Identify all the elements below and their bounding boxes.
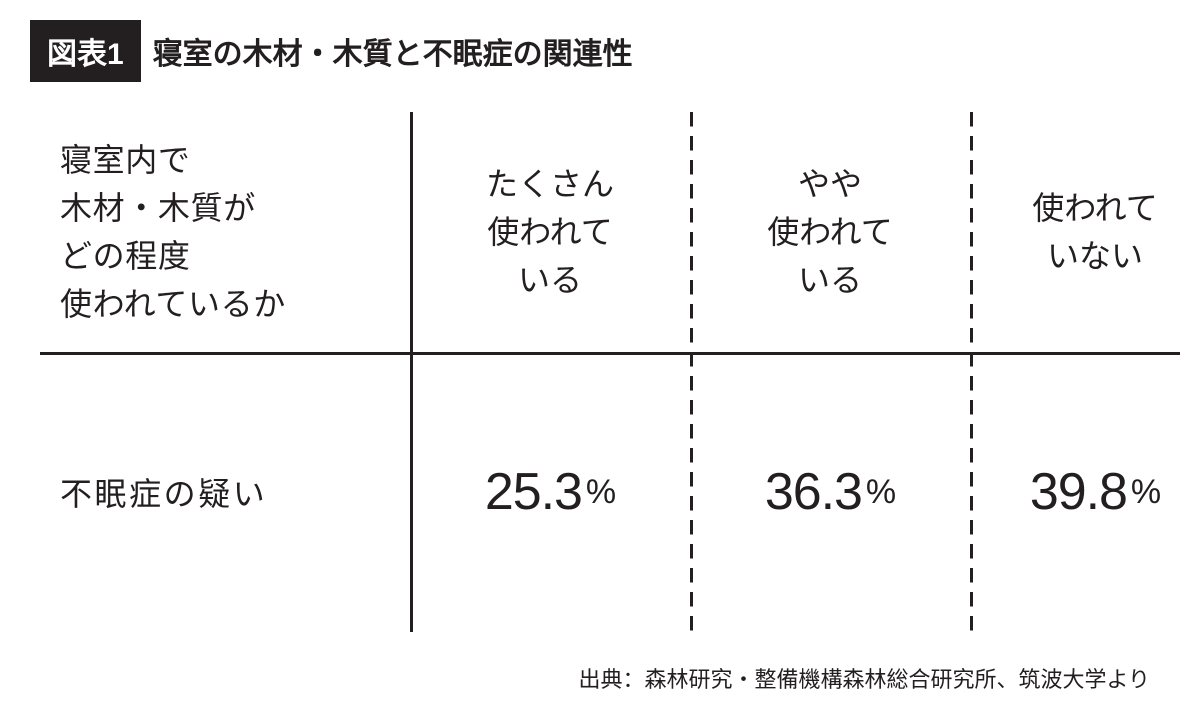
figure-header: 図表1 寝室の木材・木質と不眠症の関連性 (30, 20, 1170, 82)
value-unit: % (586, 473, 615, 512)
value-number: 36.3 (765, 462, 862, 522)
value-number: 25.3 (485, 462, 582, 522)
figure-number-label: 図表1 (30, 20, 141, 82)
table-column-header: 使われていない (970, 112, 1200, 352)
table-row-header: 寝室内で木材・木質がどの程度使われているか (40, 112, 410, 352)
table-cell-value: 39.8% (970, 352, 1200, 632)
table-column-header: たくさん使われている (410, 112, 690, 352)
table-cell-value: 36.3% (690, 352, 970, 632)
table-cell-value: 25.3% (410, 352, 690, 632)
data-table: 寝室内で木材・木質がどの程度使われているか たくさん使われている やや使われてい… (40, 112, 1170, 632)
value-number: 39.8 (1030, 462, 1127, 522)
value-unit: % (866, 473, 895, 512)
figure-title: 寝室の木材・木質と不眠症の関連性 (153, 29, 633, 73)
source-citation: 出典：森林研究・整備機構森林総合研究所、筑波大学より (30, 662, 1150, 694)
table-column-header: やや使われている (690, 112, 970, 352)
table-row-label: 不眠症の疑い (40, 352, 410, 632)
value-unit: % (1131, 473, 1160, 512)
